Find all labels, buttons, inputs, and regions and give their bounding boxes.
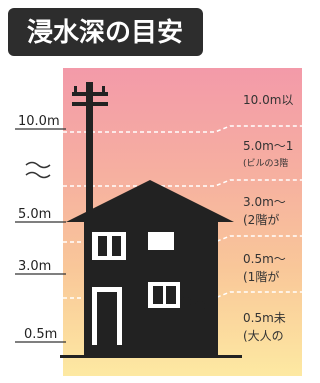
title: 浸水深の目安 — [27, 18, 183, 48]
depth-label: 3.0m — [18, 259, 51, 274]
level-note: (1階が — [243, 269, 279, 284]
level-note: (ビルの3階 — [243, 158, 288, 169]
level-text: 0.5m～ — [243, 252, 286, 266]
depth-lines — [15, 129, 66, 342]
depth-labels: 10.0m 5.0m 3.0m 0.5m — [18, 114, 60, 342]
level-note: (2階が — [243, 212, 279, 227]
level-text: 0.5m未 — [243, 311, 286, 325]
omission-mark — [26, 163, 50, 178]
depth-label: 10.0m — [18, 114, 60, 129]
level-text: 10.0m以 — [243, 93, 293, 107]
level-text: 5.0m～1 — [243, 139, 293, 153]
flood-depth-guide: 浸水深の目安 10.0m 5.0m 3.0m 0.5m — [0, 0, 302, 383]
level-text: 3.0m～ — [243, 195, 286, 209]
depth-label: 5.0m — [18, 207, 51, 222]
level-note: (大人の — [243, 329, 284, 343]
depth-label: 0.5m — [24, 327, 57, 342]
